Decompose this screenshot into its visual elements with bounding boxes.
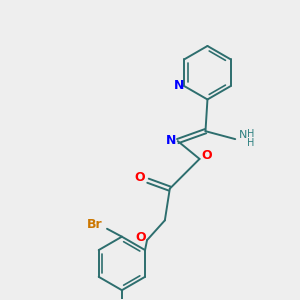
Text: O: O [201,149,212,162]
Text: N: N [239,130,247,140]
Text: N: N [174,79,184,92]
Text: Br: Br [87,218,103,231]
Text: O: O [135,171,146,184]
Text: O: O [136,231,146,244]
Text: H: H [248,129,255,139]
Text: H: H [248,138,255,148]
Text: N: N [166,134,176,147]
